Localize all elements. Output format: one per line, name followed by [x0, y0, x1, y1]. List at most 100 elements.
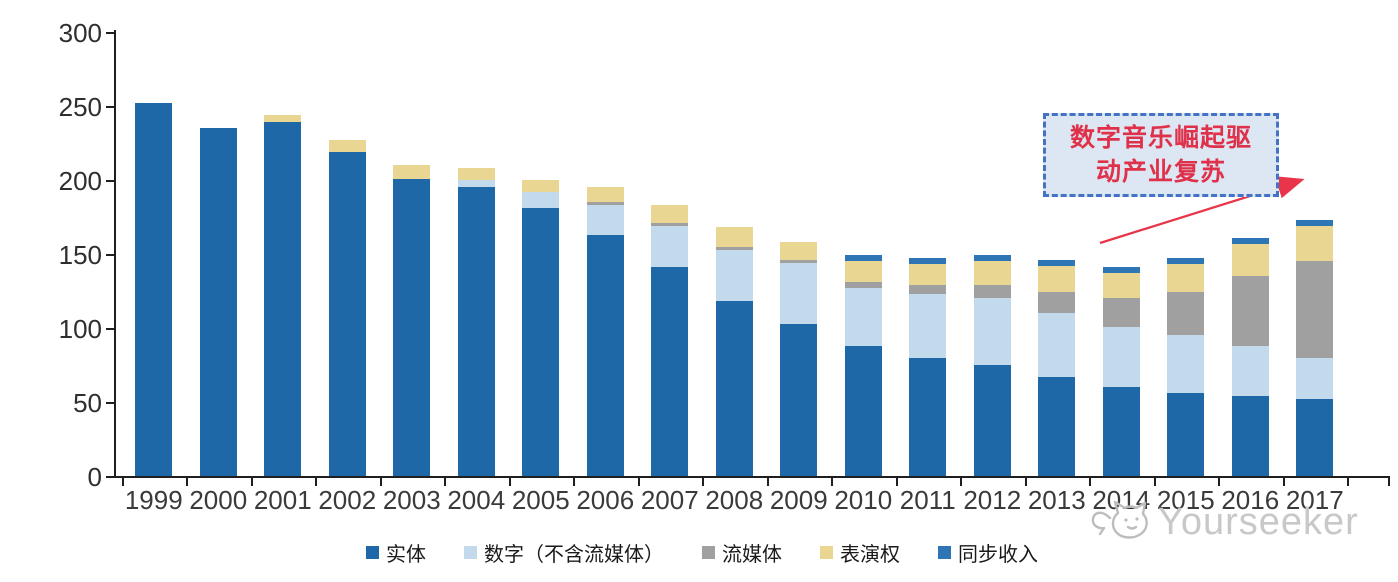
bar-segment-sync-revenue-2013: [1038, 259, 1076, 266]
legend-label-sync-revenue: 同步收入: [958, 544, 1038, 566]
bar-segment-streaming-2017: [1296, 261, 1334, 358]
x-tick-label-2012: 2012: [963, 485, 1022, 515]
x-tick: [895, 478, 898, 486]
bar-segment-physical-2011: [909, 357, 947, 476]
legend-swatch-digital-excl-streaming: [464, 546, 477, 559]
x-tick-label-2006: 2006: [576, 485, 635, 515]
x-tick: [1153, 478, 1156, 486]
x-tick-label-2001: 2001: [253, 485, 312, 515]
legend-swatch-streaming: [702, 546, 715, 559]
bar-segment-physical-1999: [135, 103, 173, 476]
x-tick-label-2008: 2008: [705, 485, 764, 515]
x-tick: [1218, 478, 1220, 486]
legend-swatch-physical: [366, 546, 379, 559]
y-tick: [106, 328, 114, 330]
x-tick: [573, 478, 575, 486]
x-tick-label-2015: 2015: [1156, 485, 1215, 515]
legend-item-physical: 实体: [366, 538, 426, 567]
bar-segment-streaming-2016: [1231, 276, 1269, 346]
bar-segment-digital-excl-streaming-2014: [1102, 326, 1140, 388]
bar-segment-sync-revenue-2017: [1296, 219, 1334, 226]
bar-segment-performance-rights-2016: [1231, 243, 1269, 277]
bar-segment-digital-excl-streaming-2005: [522, 191, 560, 209]
legend-label-performance-rights: 表演权: [840, 544, 900, 566]
legend-label-physical: 实体: [386, 544, 426, 566]
legend-item-streaming: 流媒体: [702, 538, 782, 567]
bar-segment-sync-revenue-2014: [1102, 267, 1140, 274]
y-tick: [106, 106, 114, 108]
cat-logo-icon: [1091, 500, 1148, 539]
bar-segment-performance-rights-2009: [780, 242, 818, 260]
x-tick: [1089, 478, 1091, 486]
bar-segment-physical-2013: [1038, 376, 1076, 476]
bar-segment-digital-excl-streaming-2006: [586, 205, 624, 235]
bar-segment-performance-rights-2015: [1167, 264, 1205, 293]
x-tick: [702, 478, 704, 486]
bar-segment-performance-rights-2013: [1038, 265, 1076, 293]
x-tick: [250, 478, 253, 486]
x-tick: [1388, 478, 1390, 486]
x-tick: [315, 478, 317, 486]
bar-segment-physical-2000: [199, 128, 237, 476]
bar-segment-physical-2012: [973, 365, 1011, 476]
x-tick-label-2013: 2013: [1027, 485, 1086, 515]
bar-segment-sync-revenue-2011: [909, 258, 947, 265]
bar-segment-physical-2005: [522, 208, 560, 476]
bar-segment-performance-rights-2012: [973, 261, 1011, 286]
x-tick: [1282, 478, 1285, 486]
bar-segment-streaming-2013: [1038, 292, 1076, 314]
y-tick: [106, 476, 114, 478]
x-tick: [121, 478, 124, 486]
x-tick: [444, 478, 446, 486]
bar-segment-performance-rights-2002: [328, 140, 366, 152]
bar-segment-digital-excl-streaming-2009: [780, 262, 818, 324]
x-tick-label-2010: 2010: [834, 485, 893, 515]
bar-segment-performance-rights-2003: [393, 165, 431, 179]
watermark-text: Yourseeker: [1158, 501, 1359, 543]
annotation-text-line1: 数字音乐崛起驱: [1069, 124, 1252, 152]
x-tick: [379, 478, 382, 486]
x-tick-label-2014: 2014: [1092, 485, 1151, 515]
bar-segment-physical-2009: [780, 323, 818, 476]
bar-segment-sync-revenue-2016: [1231, 237, 1269, 244]
bar-segment-digital-excl-streaming-2012: [973, 298, 1011, 365]
y-tick-label: 300: [58, 18, 102, 48]
bar-segment-physical-2002: [328, 151, 366, 476]
y-tick-label: 100: [58, 314, 102, 344]
x-tick-label-2011: 2011: [899, 485, 956, 515]
y-tick: [106, 402, 114, 404]
bar-segment-digital-excl-streaming-2007: [651, 225, 689, 268]
bar-segment-physical-2003: [393, 178, 431, 476]
bar-segment-performance-rights-2014: [1102, 273, 1140, 299]
x-tick-label-2007: 2007: [640, 485, 699, 515]
bar-segment-performance-rights-2006: [586, 187, 624, 203]
bar-segment-performance-rights-2001: [264, 114, 302, 123]
bar-segment-performance-rights-2008: [715, 227, 753, 247]
x-tick-label-2016: 2016: [1221, 485, 1280, 515]
y-axis: [114, 30, 116, 478]
legend: 实体 数字（不含流媒体） 流媒体 表演权 同步收入: [366, 538, 1038, 567]
x-tick: [637, 478, 640, 486]
x-tick-label-2002: 2002: [318, 485, 377, 515]
bar-segment-physical-2016: [1231, 396, 1269, 476]
legend-label-digital-excl-streaming: 数字（不含流媒体）: [484, 544, 664, 566]
bar-segment-streaming-2010: [844, 282, 882, 289]
x-tick: [960, 478, 962, 486]
y-tick: [106, 254, 114, 256]
bar-segment-performance-rights-2010: [844, 261, 882, 283]
x-tick-label-2017: 2017: [1285, 485, 1344, 515]
bar-segment-performance-rights-2007: [651, 205, 689, 223]
bar-segment-physical-2001: [264, 122, 302, 476]
y-tick-label: 250: [58, 92, 102, 122]
bar-segment-sync-revenue-2010: [844, 255, 882, 262]
x-tick: [766, 478, 769, 486]
annotation-box: 数字音乐崛起驱 动产业复苏: [1043, 113, 1279, 197]
x-tick: [1347, 478, 1349, 486]
y-tick-label: 50: [73, 388, 102, 418]
legend-swatch-performance-rights: [820, 546, 833, 559]
annotation-text-line2: 动产业复苏: [1095, 158, 1226, 186]
bar-segment-streaming-2007: [651, 222, 689, 226]
x-axis: [114, 476, 1390, 478]
x-tick: [1024, 478, 1027, 486]
x-tick: [831, 478, 833, 486]
